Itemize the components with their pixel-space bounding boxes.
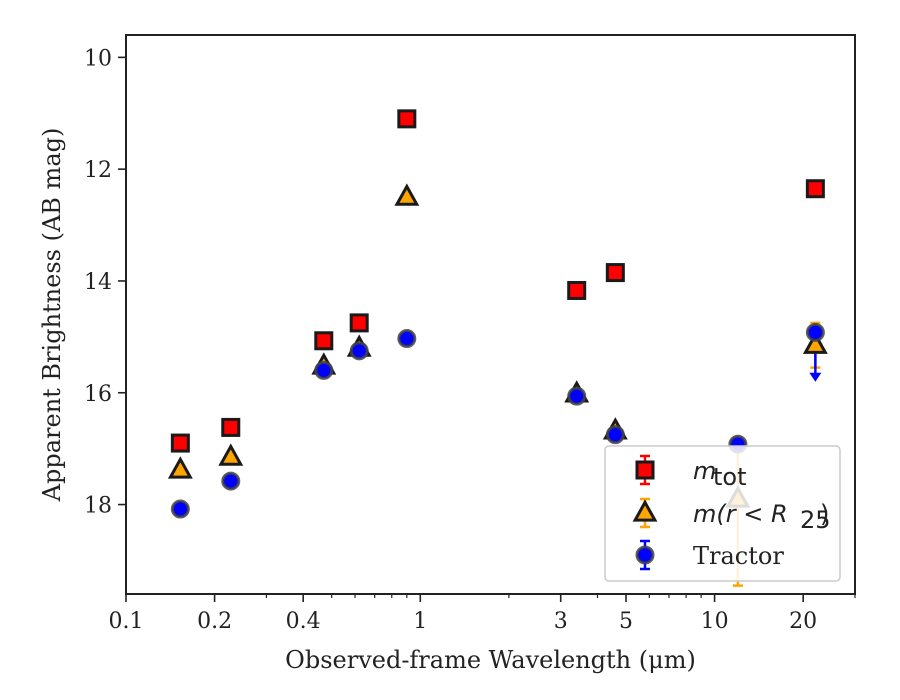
data-point-square (397, 109, 417, 129)
x-tick-label: 20 (789, 609, 817, 634)
data-point-circle (605, 425, 625, 445)
data-point-circle (170, 499, 190, 519)
data-point-circle (349, 341, 369, 361)
legend-label-tractor: Tractor (693, 542, 784, 570)
limit-arrow (809, 372, 822, 382)
legend-label-mr25-end: ) (820, 500, 829, 528)
legend-marker-circle (635, 545, 655, 565)
y-tick-label: 16 (84, 382, 112, 407)
data-point-circle (397, 329, 417, 349)
x-tick-label: 0.1 (109, 609, 144, 634)
y-tick-label: 18 (84, 494, 112, 519)
legend-marker-triangle (632, 499, 658, 522)
y-tick-label: 12 (84, 158, 112, 183)
data-point-circle (221, 471, 241, 491)
data-point-square (567, 280, 587, 300)
data-point-square (349, 313, 369, 333)
series-square (175, 116, 821, 448)
axes-frame (125, 34, 856, 595)
data-point-circle (314, 360, 334, 380)
x-tick-label: 1 (413, 609, 427, 634)
y-axis-ticks: 10 12 14 16 18 (84, 46, 126, 519)
series-markers-circle (170, 322, 825, 519)
data-point-square (605, 263, 625, 283)
series-markers-square (170, 109, 825, 453)
data-layer (167, 109, 828, 587)
data-point-square (314, 331, 334, 351)
legend-label-mr25: m(r < R (693, 500, 788, 528)
legend-marker-square (635, 460, 655, 480)
axes-box (125, 34, 856, 595)
y-axis-label: Apparent Brightness (AB mag) (38, 128, 66, 503)
x-axis-label: Observed-frame Wavelength (μm) (285, 646, 696, 674)
x-tick-label: 0.4 (286, 609, 321, 634)
data-point-circle (805, 322, 825, 342)
x-tick-label: 3 (554, 609, 568, 634)
legend-label-mr25-sub: 25 (800, 506, 831, 534)
data-point-triangle (167, 456, 193, 479)
legend-label-mtot-sub: tot (713, 463, 747, 491)
y-tick-label: 10 (84, 46, 112, 71)
x-tick-label: 10 (701, 609, 729, 634)
x-axis-ticks: 0.1 0.2 0.4 1 3 5 10 20 (109, 594, 856, 634)
data-point-triangle (802, 331, 828, 354)
x-tick-label: 5 (619, 609, 633, 634)
legend-label-mtot: m (693, 457, 716, 485)
data-point-square (221, 417, 241, 437)
data-point-triangle (394, 183, 420, 206)
y-tick-label: 14 (84, 270, 112, 295)
data-point-square (170, 433, 190, 453)
data-point-triangle (218, 443, 244, 466)
data-point-square (805, 179, 825, 199)
data-point-circle (567, 386, 587, 406)
legend-box (604, 445, 841, 582)
x-tick-label: 0.2 (197, 609, 232, 634)
